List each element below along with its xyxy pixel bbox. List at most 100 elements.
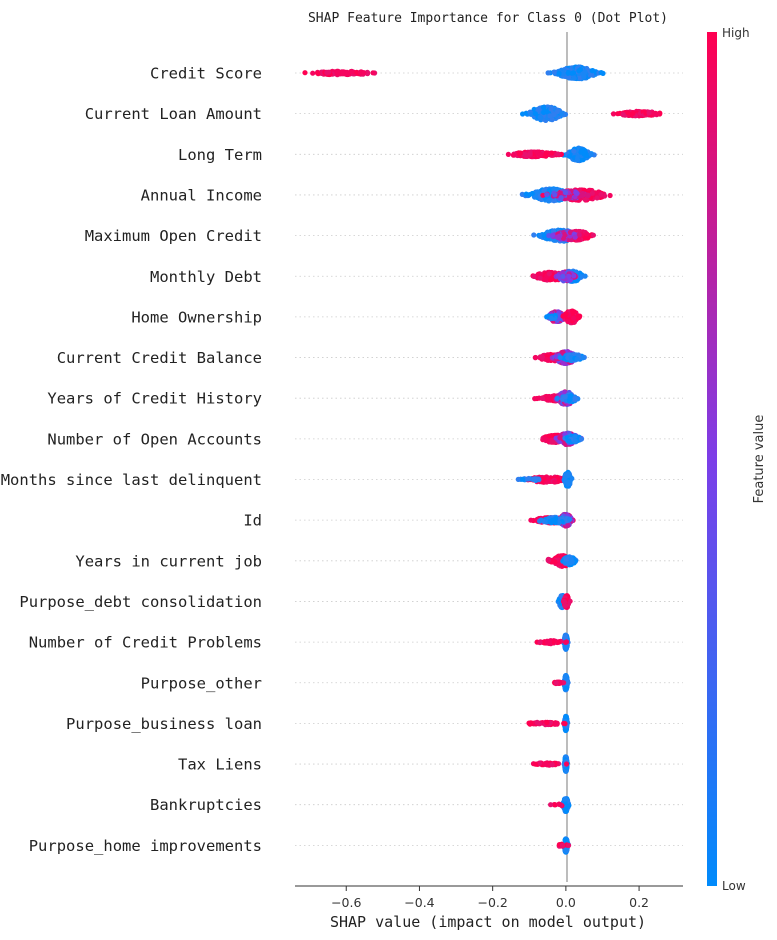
shap-dot xyxy=(563,311,569,317)
feature-label: Number of Open Accounts xyxy=(47,430,262,448)
shap-dot xyxy=(555,108,561,114)
shap-dot xyxy=(552,192,558,198)
shap-dot xyxy=(551,112,557,118)
shap-dot xyxy=(571,75,577,81)
feature-label: Home Ownership xyxy=(131,308,262,326)
shap-dot xyxy=(343,70,350,76)
shap-dots xyxy=(302,64,663,855)
shap-dot xyxy=(541,109,547,115)
feature-label: Current Loan Amount xyxy=(85,105,262,123)
shap-dot xyxy=(590,232,597,238)
shap-dot xyxy=(581,147,587,153)
shap-dot xyxy=(560,273,566,279)
shap-dot xyxy=(570,315,577,321)
feature-label: Maximum Open Credit xyxy=(85,227,262,245)
shap-dot xyxy=(348,69,354,75)
shap-dot xyxy=(529,190,535,197)
shap-dot xyxy=(324,69,330,76)
shap-dot xyxy=(585,192,591,198)
shap-dot xyxy=(361,70,367,76)
shap-dot xyxy=(541,476,547,482)
shap-dot xyxy=(557,354,563,361)
shap-dot xyxy=(559,111,565,117)
feature-label: Purpose_business loan xyxy=(66,715,262,733)
feature-label: Bankruptcies xyxy=(150,796,262,814)
shap-dot xyxy=(565,471,571,477)
shap-dot xyxy=(549,232,556,238)
shap-dot xyxy=(646,110,652,116)
feature-label: Long Term xyxy=(178,146,262,164)
shap-dot xyxy=(527,151,533,157)
shap-dot xyxy=(523,152,529,158)
shap-dot xyxy=(523,191,529,197)
shap-dot xyxy=(520,476,526,482)
shap-dot xyxy=(517,150,524,156)
shap-dot xyxy=(536,106,542,112)
shap-dot xyxy=(538,517,544,523)
shap-dot xyxy=(543,150,549,156)
shap-dot xyxy=(340,70,346,76)
feature-label: Id xyxy=(243,512,262,530)
shap-dot xyxy=(552,479,558,485)
shap-dot xyxy=(565,70,571,76)
shap-dot xyxy=(555,151,561,157)
shap-dot xyxy=(582,69,588,75)
shap-dot xyxy=(537,275,543,281)
shap-dot xyxy=(574,356,580,362)
shap-dot xyxy=(370,70,376,76)
shap-dot xyxy=(562,394,568,400)
shap-dot xyxy=(566,153,573,159)
shap-dot xyxy=(566,397,573,403)
shap-dot xyxy=(588,151,594,157)
shap-dot xyxy=(561,598,567,604)
shap-dot xyxy=(566,273,572,279)
shap-dot xyxy=(554,395,560,401)
shap-dot xyxy=(568,556,574,563)
shap-dot xyxy=(531,232,537,238)
shap-dot xyxy=(532,111,539,117)
shap-dot xyxy=(598,70,604,76)
shap-dot xyxy=(541,104,547,111)
shap-dot xyxy=(544,356,550,362)
shap-dot xyxy=(548,106,554,112)
chart-title: SHAP Feature Importance for Class 0 (Dot… xyxy=(308,11,668,26)
shap-dot xyxy=(510,152,516,158)
shap-dot xyxy=(581,74,587,80)
shap-dot xyxy=(545,557,551,564)
shap-dot xyxy=(544,192,550,198)
shap-dot xyxy=(555,273,561,279)
shap-dot xyxy=(537,114,543,120)
gridlines xyxy=(295,72,683,846)
shap-dot xyxy=(578,436,585,442)
feature-label: Number of Credit Problems xyxy=(29,634,262,652)
feature-label: Purpose_other xyxy=(141,674,262,692)
shap-dot xyxy=(571,273,577,279)
shap-dot xyxy=(650,110,657,116)
shap-dot xyxy=(549,150,555,156)
shap-dot xyxy=(315,70,321,76)
shap-dot xyxy=(539,354,546,360)
shap-dot xyxy=(548,315,554,321)
shap-dot xyxy=(557,233,563,239)
shap-dot xyxy=(625,110,631,116)
shap-dot xyxy=(569,70,575,76)
shap-dot xyxy=(598,191,604,197)
shap-dot xyxy=(610,111,617,117)
shap-dot xyxy=(545,70,551,76)
shap-dot xyxy=(567,516,573,523)
feature-label: Purpose_debt consolidation xyxy=(19,593,262,611)
shap-dot xyxy=(528,111,534,117)
shap-dot xyxy=(574,190,580,196)
feature-label: Purpose_home improvements xyxy=(29,837,262,855)
shap-dot xyxy=(546,271,552,277)
shap-dot xyxy=(654,111,661,117)
shap-dot xyxy=(594,195,600,201)
shap-dot xyxy=(571,148,577,154)
shap-dot xyxy=(572,438,578,444)
shap-dot xyxy=(570,308,576,314)
shap-dot xyxy=(574,157,581,163)
feature-label: Years of Credit History xyxy=(47,390,262,408)
shap-dot xyxy=(556,70,562,76)
shap-dot xyxy=(566,438,572,444)
